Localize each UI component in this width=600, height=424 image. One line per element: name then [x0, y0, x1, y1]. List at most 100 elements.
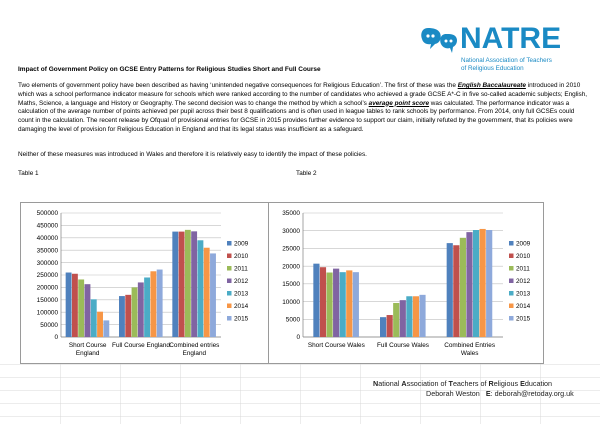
footer-email[interactable]: deborah@retoday.org.uk — [494, 389, 574, 398]
bar-2009 — [65, 272, 72, 337]
bar-2015 — [156, 269, 163, 337]
bar-2015 — [419, 294, 426, 337]
bar-2014 — [97, 311, 103, 337]
y-tick-label: 450000 — [37, 223, 59, 230]
bar-2009 — [380, 317, 387, 337]
legend-swatch — [509, 278, 514, 283]
y-tick-label: 35000 — [282, 210, 300, 217]
bar-2013 — [197, 240, 204, 337]
bar-2014 — [346, 270, 353, 337]
footer-org-part: ducation — [524, 379, 553, 388]
logo-wordmark: NATRE — [460, 22, 562, 55]
bar-2013 — [472, 230, 480, 337]
bar-2015 — [103, 320, 110, 337]
bar-2009 — [119, 296, 125, 337]
speech-bubbles-icon — [421, 28, 457, 53]
logo-subtitle: National Association of Teachers of Reli… — [461, 57, 552, 72]
bar-2010 — [386, 315, 393, 337]
category-label: Short Course Wales — [308, 342, 365, 349]
paragraph-text: was calculated. The performance indicato… — [18, 99, 575, 133]
bar-2015 — [210, 253, 216, 337]
paragraph-wales: Neither of these measures was introduced… — [18, 151, 367, 158]
logo-subtitle-line1: National Association of Teachers — [461, 57, 552, 64]
category-label: Full Course England — [112, 342, 170, 349]
category-label: England — [183, 350, 207, 357]
y-tick-label: 15000 — [282, 281, 300, 288]
legend-swatch — [227, 253, 232, 258]
y-tick-label: 50000 — [40, 322, 58, 329]
category-label: Short Course — [69, 342, 107, 349]
bar-2013 — [339, 272, 346, 337]
footer-org-part: N — [373, 379, 379, 388]
bar-2010 — [178, 231, 185, 337]
legend-swatch — [509, 291, 514, 296]
legend-label: 2013 — [516, 291, 531, 298]
category-label: Combined entries — [169, 342, 219, 349]
chart-england-svg: 0 50000 100000 150000 200000 250000 300000 3500… — [37, 210, 249, 357]
y-tick-label: 10000 — [282, 299, 300, 306]
footer-org-part: eligious — [493, 379, 521, 388]
bar-2012 — [399, 300, 406, 337]
paragraph-text: Two elements of government policy have b… — [18, 82, 458, 89]
chart-england[interactable]: 0 50000 100000 150000 200000 250000 300000 3500… — [20, 202, 278, 364]
legend-swatch — [227, 241, 232, 246]
legend-swatch — [227, 291, 232, 296]
legend-label: 2015 — [234, 316, 249, 323]
bar-2012 — [333, 268, 340, 337]
legend-label: 2009 — [516, 241, 531, 248]
legend-label: 2015 — [516, 316, 531, 323]
y-tick-label: 0 — [54, 334, 58, 341]
legend-swatch — [227, 266, 232, 271]
legend-label: 2012 — [516, 278, 531, 285]
footer-org-part: R — [488, 379, 494, 388]
bar-2011 — [326, 272, 333, 337]
category-label: Combined Entries — [444, 342, 495, 349]
chart-wales[interactable]: 0 5000 10000 15000 20000 25000 30000 35000 Short… — [268, 202, 544, 364]
bar-2011 — [459, 237, 466, 337]
y-tick-label: 150000 — [37, 297, 59, 304]
bar-2009 — [172, 231, 179, 337]
bar-2013 — [406, 296, 413, 337]
logo-subtitle-line2: of Religious Education — [461, 64, 524, 72]
footer-organisation: National Association of Teachers of Reli… — [373, 379, 552, 388]
bar-2013 — [144, 277, 151, 337]
y-tick-label: 500000 — [37, 210, 59, 217]
legend-swatch — [227, 278, 232, 283]
bar-2012 — [466, 232, 473, 337]
bar-2012 — [137, 282, 144, 337]
english-baccalaureate-link[interactable]: English Baccalaureate — [457, 82, 526, 89]
document-title: Impact of Government Policy on GCSE Entr… — [18, 66, 321, 73]
bar-2009 — [313, 263, 320, 337]
bar-2015 — [486, 230, 493, 337]
chart-wales-svg: 0 5000 10000 15000 20000 25000 30000 35000 Short… — [282, 210, 531, 357]
legend-swatch — [227, 303, 232, 308]
legend-label: 2009 — [234, 241, 249, 248]
y-tick-label: 0 — [296, 334, 300, 341]
paragraph-policy: Two elements of government policy have b… — [18, 82, 588, 135]
y-tick-label: 25000 — [282, 246, 300, 253]
category-label: Wales — [461, 350, 479, 357]
legend-swatch — [509, 241, 514, 246]
y-tick-label: 300000 — [37, 260, 59, 267]
bar-2009 — [446, 243, 453, 337]
bar-2010 — [453, 245, 460, 337]
footer-org-part: ssociation of — [406, 379, 449, 388]
bar-2014 — [479, 228, 486, 337]
footer-contact-name: Deborah Weston — [426, 389, 480, 398]
y-tick-label: 250000 — [37, 272, 59, 279]
bar-2014 — [203, 247, 210, 337]
average-point-score-link[interactable]: average point score — [368, 99, 430, 107]
footer-email-label: E — [485, 389, 491, 398]
table1-label: Table 1 — [18, 170, 39, 177]
legend-swatch — [227, 316, 232, 321]
bar-2011 — [184, 229, 191, 337]
bar-2014 — [412, 296, 420, 337]
y-tick-label: 5000 — [286, 316, 301, 323]
y-tick-label: 30000 — [282, 228, 300, 235]
legend-label: 2013 — [234, 291, 249, 298]
legend-label: 2010 — [516, 253, 531, 260]
bar-2010 — [71, 273, 78, 337]
y-tick-label: 20000 — [282, 263, 300, 270]
footer-org-part: A — [401, 379, 407, 388]
bar-2011 — [393, 302, 400, 337]
